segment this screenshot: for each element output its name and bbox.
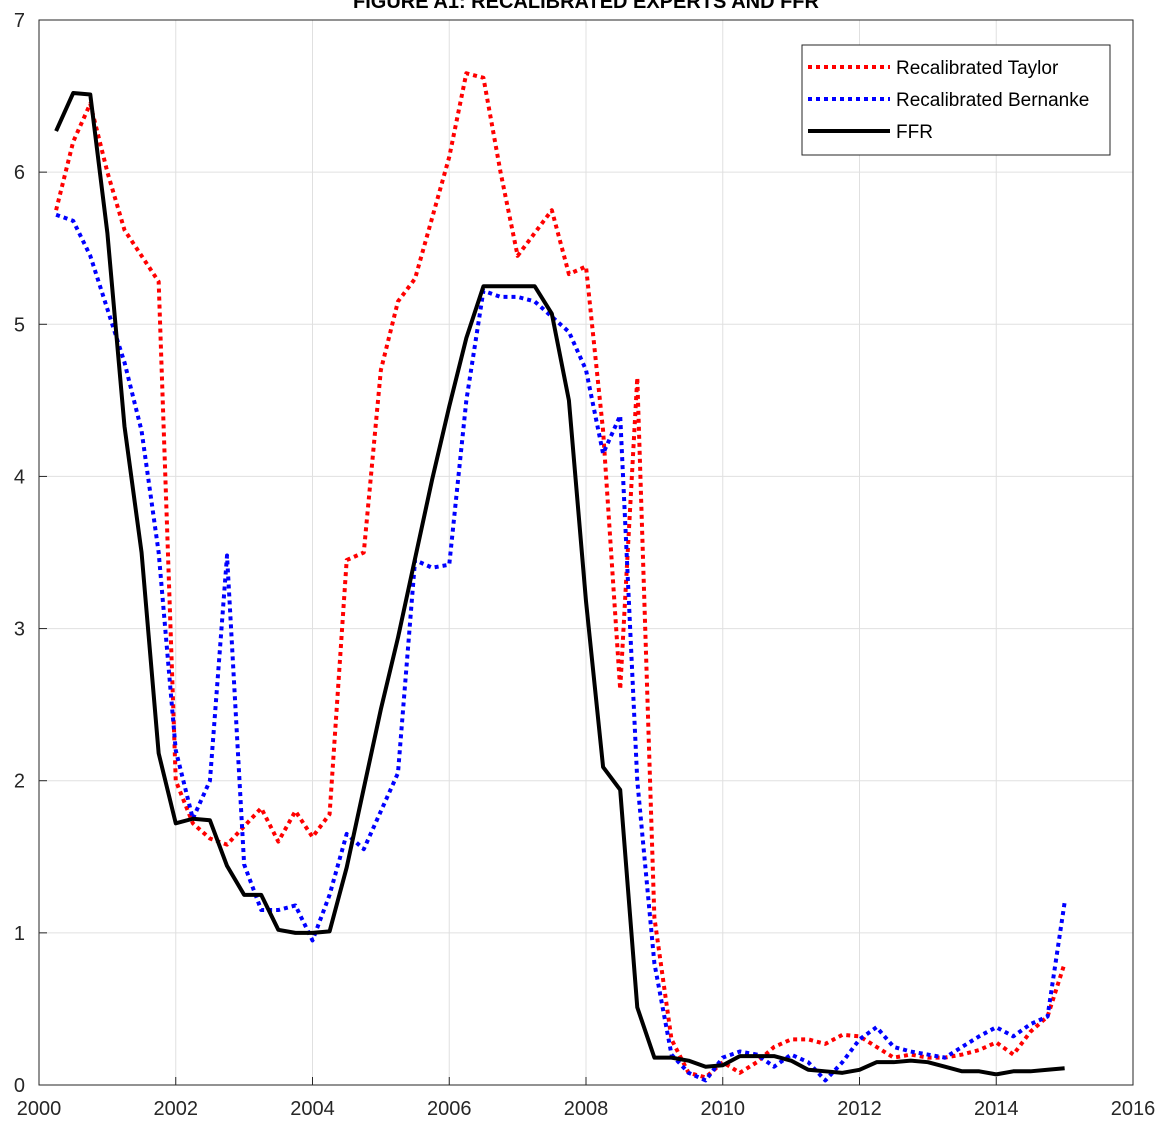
x-tick-label: 2006 <box>427 1098 472 1120</box>
y-tick-label: 6 <box>14 162 25 184</box>
y-tick-label: 7 <box>14 10 25 32</box>
x-tick-label: 2008 <box>564 1098 609 1120</box>
x-tick-label: 2010 <box>701 1098 746 1120</box>
x-tick-label: 2000 <box>17 1098 62 1120</box>
x-tick-label: 2004 <box>290 1098 335 1120</box>
x-tick-label: 2016 <box>1111 1098 1156 1120</box>
x-tick-label: 2014 <box>974 1098 1019 1120</box>
y-tick-label: 0 <box>14 1075 25 1097</box>
y-tick-label: 4 <box>14 466 25 488</box>
x-tick-label: 2002 <box>154 1098 199 1120</box>
y-tick-label: 5 <box>14 314 25 336</box>
plot-frame <box>38 19 1134 1086</box>
legend-label: FFR <box>896 122 933 143</box>
series-line <box>54 91 1065 1077</box>
y-tick-label: 2 <box>14 771 25 793</box>
legend-box <box>801 44 1111 156</box>
legend-label: Recalibrated Taylor <box>896 58 1059 79</box>
x-tick-label: 2012 <box>837 1098 882 1120</box>
chart-title: FIGURE A1: RECALIBRATED EXPERTS AND FFR <box>353 0 819 13</box>
legend-label: Recalibrated Bernanke <box>896 90 1089 111</box>
series-line <box>55 212 1067 1083</box>
y-tick-label: 1 <box>14 923 25 945</box>
series-line <box>54 71 1067 1080</box>
y-tick-label: 3 <box>14 619 25 641</box>
legend: Recalibrated Taylor Recalibrated Bernanke… <box>801 44 1111 156</box>
